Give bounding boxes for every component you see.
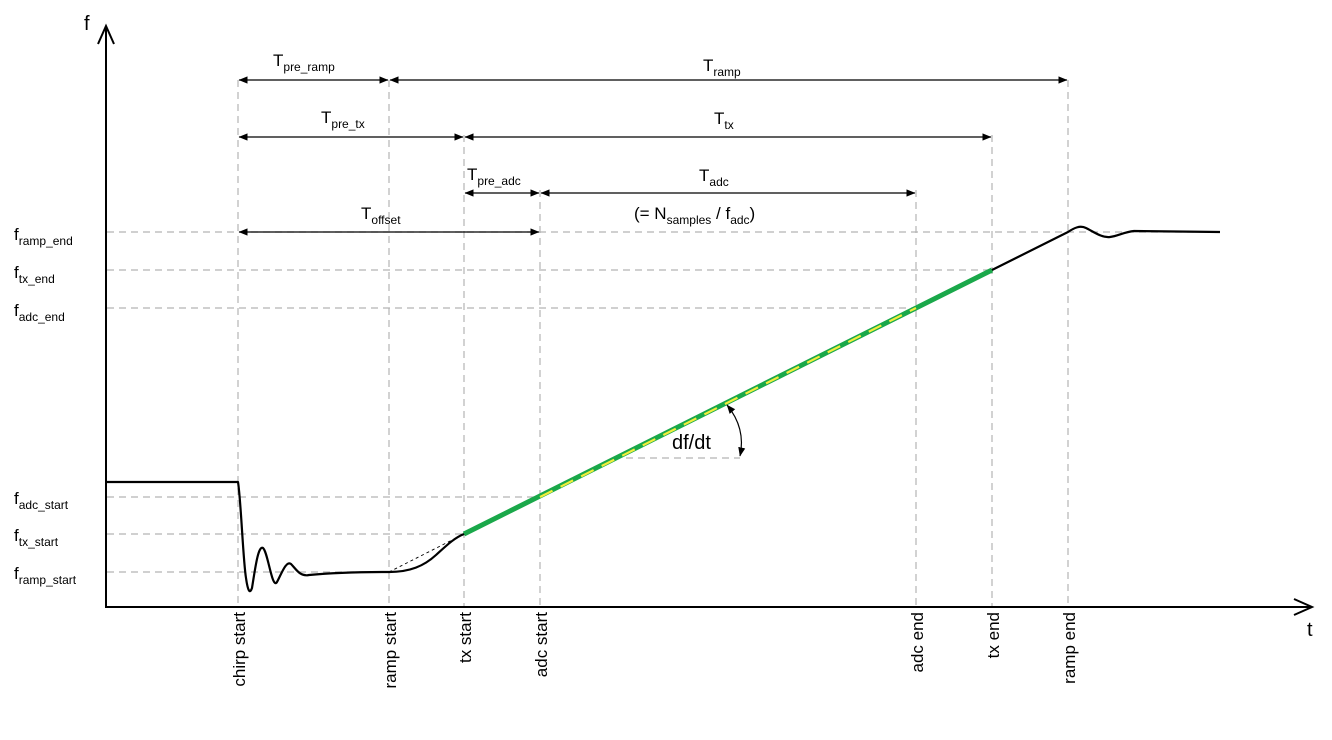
axes: f t [84,13,1315,641]
label-t-pre-ramp: Tpre_ramp [273,51,335,74]
event-adc-end: adc end [908,612,927,673]
frequency-curve [106,225,1221,593]
label-adc-formula: (= Nsamples / fadc) [634,204,755,227]
ideal-ramp-extension [388,533,465,573]
y-axis-label: f [84,13,90,35]
label-t-adc: Tadc [699,166,729,189]
label-t-pre-adc: Tpre_adc [467,165,521,188]
label-t-tx: Ttx [714,109,734,132]
event-tx-end: tx end [984,612,1003,658]
frequency-level-labels: framp_end ftx_end fadc_end fadc_start ft… [14,225,77,587]
slope-arc [726,404,746,457]
label-f-tx-start: ftx_start [14,526,59,549]
label-t-offset: Toffset [361,204,401,227]
label-f-ramp-end: framp_end [14,225,73,248]
event-ramp-end: ramp end [1060,612,1079,684]
label-f-adc-end: fadc_end [14,301,65,324]
label-t-ramp: Tramp [703,56,741,79]
label-t-pre-tx: Tpre_tx [321,108,365,131]
duration-arrows [238,76,1068,236]
event-chirp-start: chirp start [230,612,249,687]
x-axis-label: t [1307,619,1313,641]
adc-segment [539,307,917,498]
y-axis-arrowhead [97,23,115,45]
event-adc-start: adc start [532,612,551,677]
x-axis-arrowhead [1293,598,1315,616]
duration-labels: Tpre_ramp Tramp Tpre_tx Ttx Tpre_adc Tad… [273,51,755,227]
event-ramp-start: ramp start [381,612,400,689]
slope-label: df/dt [672,432,711,454]
label-f-adc-start: fadc_start [14,489,69,512]
event-labels: chirp start ramp start tx start adc star… [230,612,1079,689]
event-guides [237,80,1069,606]
label-f-ramp-start: framp_start [14,564,77,587]
level-guides [107,231,1210,573]
event-tx-start: tx start [456,612,475,663]
label-f-tx-end: ftx_end [14,263,55,286]
slope-indicator: df/dt [626,404,746,459]
